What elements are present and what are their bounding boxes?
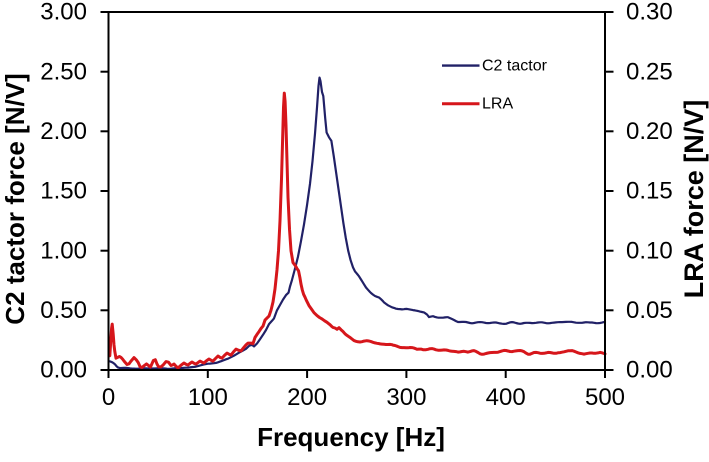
svg-text:LRA: LRA xyxy=(482,96,513,113)
svg-text:0.15: 0.15 xyxy=(626,178,673,205)
svg-text:2.00: 2.00 xyxy=(40,118,87,145)
svg-text:C2 tactor force [N/V]: C2 tactor force [N/V] xyxy=(0,73,30,324)
svg-text:0.00: 0.00 xyxy=(626,357,673,384)
svg-text:0.50: 0.50 xyxy=(40,297,87,324)
svg-text:C2 tactor: C2 tactor xyxy=(482,58,548,75)
svg-text:1.50: 1.50 xyxy=(40,178,87,205)
svg-text:300: 300 xyxy=(386,384,426,411)
svg-text:0.05: 0.05 xyxy=(626,297,673,324)
svg-text:100: 100 xyxy=(188,384,228,411)
svg-text:400: 400 xyxy=(486,384,526,411)
svg-text:3.00: 3.00 xyxy=(40,0,87,26)
svg-text:0.30: 0.30 xyxy=(626,0,673,26)
svg-text:0: 0 xyxy=(102,384,115,411)
svg-text:2.50: 2.50 xyxy=(40,58,87,85)
svg-text:200: 200 xyxy=(287,384,327,411)
svg-text:Frequency [Hz]: Frequency [Hz] xyxy=(257,422,445,452)
svg-text:500: 500 xyxy=(585,384,625,411)
svg-text:LRA force [N/V]: LRA force [N/V] xyxy=(679,100,709,299)
svg-text:0.10: 0.10 xyxy=(626,237,673,264)
svg-text:0.00: 0.00 xyxy=(40,357,87,384)
svg-text:1.00: 1.00 xyxy=(40,237,87,264)
svg-text:0.25: 0.25 xyxy=(626,58,673,85)
svg-text:0.20: 0.20 xyxy=(626,118,673,145)
